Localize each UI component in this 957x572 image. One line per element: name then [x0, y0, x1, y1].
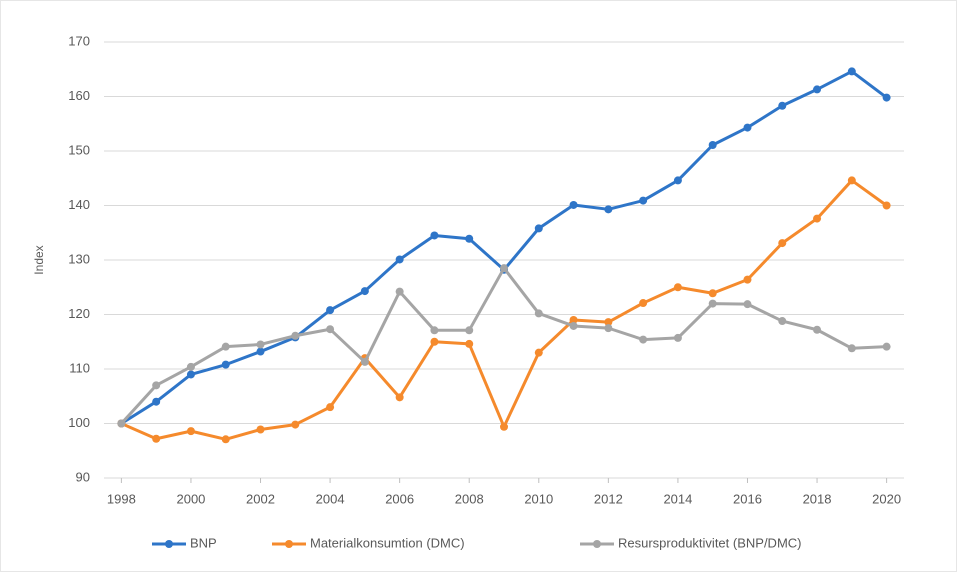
- y-tick-label: 150: [68, 142, 90, 157]
- data-point: [639, 299, 648, 308]
- data-point: [813, 214, 822, 223]
- data-point: [430, 231, 439, 240]
- data-point: [256, 340, 265, 349]
- data-point: [639, 335, 648, 344]
- data-point: [534, 309, 543, 318]
- y-tick-label: 110: [69, 360, 90, 375]
- data-point: [639, 196, 648, 205]
- data-point: [291, 331, 300, 340]
- y-tick-label: 140: [68, 197, 90, 212]
- data-point: [708, 141, 717, 150]
- data-point: [847, 67, 856, 76]
- data-point: [500, 264, 508, 273]
- data-point: [360, 357, 369, 366]
- data-point: [152, 434, 161, 443]
- data-point: [465, 339, 474, 348]
- x-tick-label: 2008: [455, 491, 484, 506]
- data-point: [186, 427, 195, 436]
- data-point: [778, 239, 787, 248]
- data-point: [569, 321, 578, 330]
- data-point: [326, 306, 335, 315]
- data-point: [743, 300, 752, 309]
- data-point: [360, 287, 369, 296]
- x-tick-label: 2020: [872, 491, 901, 506]
- data-point: [256, 425, 265, 434]
- data-point: [465, 234, 474, 243]
- data-point: [221, 342, 230, 351]
- data-point: [534, 348, 543, 357]
- data-point: [500, 422, 508, 431]
- data-point: [847, 344, 856, 353]
- y-axis-label: Index: [32, 245, 46, 274]
- data-point: [882, 201, 891, 210]
- x-tick-label: 2000: [176, 491, 205, 506]
- data-point: [847, 176, 856, 185]
- data-point: [882, 93, 891, 102]
- data-point: [430, 326, 439, 335]
- data-point: [882, 342, 891, 351]
- data-point: [186, 362, 195, 371]
- x-tick-label: 2004: [316, 491, 345, 506]
- data-point: [743, 275, 752, 284]
- data-point: [256, 347, 265, 356]
- x-tick-label: 2010: [524, 491, 553, 506]
- y-tick-label: 90: [76, 469, 90, 484]
- data-point: [708, 289, 717, 298]
- legend-marker: [285, 540, 293, 548]
- data-point: [813, 325, 822, 334]
- data-point: [221, 435, 230, 444]
- y-tick-label: 170: [68, 33, 90, 48]
- data-point: [673, 176, 682, 185]
- data-point: [569, 200, 578, 209]
- data-point: [395, 393, 404, 402]
- data-point: [673, 333, 682, 342]
- data-point: [778, 317, 787, 326]
- data-point: [604, 205, 613, 214]
- data-point: [778, 101, 787, 110]
- data-point: [813, 85, 822, 94]
- data-point: [326, 325, 335, 334]
- data-point: [117, 419, 126, 428]
- data-point: [604, 324, 613, 333]
- x-tick-label: 1998: [107, 491, 136, 506]
- x-tick-label: 2018: [803, 491, 832, 506]
- y-tick-label: 130: [68, 251, 90, 266]
- data-point: [291, 420, 300, 429]
- x-tick-label: 2002: [246, 491, 275, 506]
- x-tick-label: 2012: [594, 491, 623, 506]
- data-point: [395, 287, 404, 296]
- legend-label: Resursproduktivitet (BNP/DMC): [618, 535, 802, 550]
- data-point: [152, 397, 161, 406]
- data-point: [221, 360, 230, 369]
- data-point: [708, 299, 717, 308]
- data-point: [604, 318, 613, 327]
- x-tick-label: 2006: [385, 491, 414, 506]
- data-point: [673, 283, 682, 292]
- data-point: [743, 123, 752, 132]
- legend-label: BNP: [190, 535, 217, 550]
- y-tick-label: 160: [68, 88, 90, 103]
- data-point: [534, 224, 543, 233]
- legend-marker: [165, 540, 173, 548]
- data-point: [395, 255, 404, 264]
- data-point: [430, 337, 439, 346]
- data-point: [152, 381, 161, 390]
- data-point: [186, 370, 195, 379]
- legend-marker: [593, 540, 601, 548]
- data-point: [569, 315, 578, 324]
- y-tick-label: 120: [68, 306, 90, 321]
- y-tick-label: 100: [68, 415, 90, 430]
- data-point: [326, 403, 335, 412]
- x-tick-label: 2014: [663, 491, 692, 506]
- x-tick-label: 2016: [733, 491, 762, 506]
- legend-label: Materialkonsumtion (DMC): [310, 535, 465, 550]
- data-point: [465, 326, 474, 335]
